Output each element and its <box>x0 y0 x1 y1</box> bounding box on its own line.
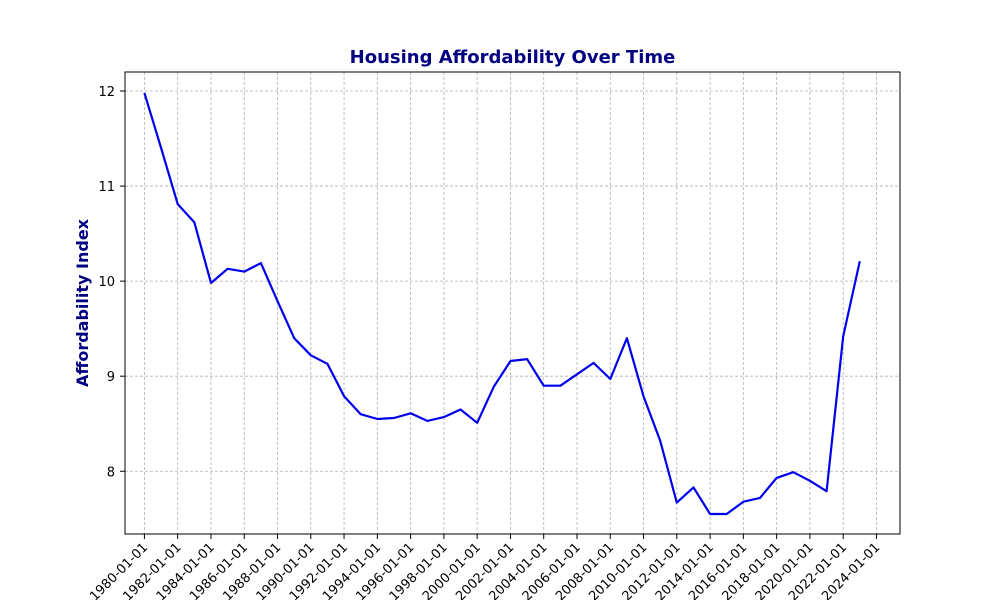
y-axis: 8 9 10 11 12 <box>98 85 125 480</box>
y-tick-label: 12 <box>98 85 115 100</box>
y-tick-label: 9 <box>107 370 115 385</box>
series-layer <box>143 92 861 516</box>
y-tick-label: 10 <box>98 275 115 290</box>
chart-title: Housing Affordability Over Time <box>350 47 676 68</box>
series-line <box>143 92 861 516</box>
grid <box>125 72 900 534</box>
x-axis: 1980-01-011982-01-011984-01-011986-01-01… <box>87 534 883 600</box>
y-tick-label: 11 <box>98 180 115 195</box>
y-tick-label: 8 <box>107 465 115 480</box>
plot-frame <box>124 71 901 535</box>
y-axis-label: Affordability Index <box>73 218 92 387</box>
